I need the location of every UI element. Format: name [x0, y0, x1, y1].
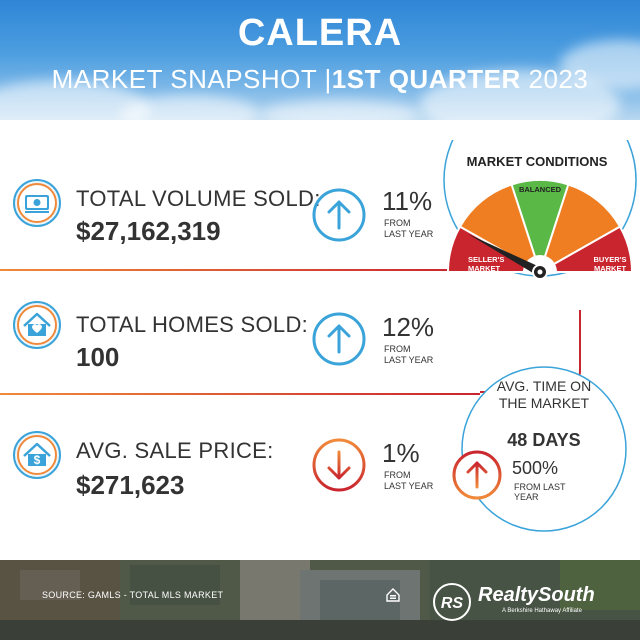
- gauge-sellers-line1: SELLER'S: [468, 255, 504, 264]
- stat-change-note-volume: FROM LAST YEAR: [384, 218, 433, 240]
- footer-brand: RealtySouth: [478, 584, 595, 606]
- city-aerial-image: [0, 560, 640, 640]
- gauge-sellers-line2: MARKET: [468, 264, 500, 273]
- stat-value-volume: $27,162,319: [76, 216, 221, 246]
- header-banner: CALERA MARKET SNAPSHOT |1ST QUARTER 2023: [0, 0, 640, 120]
- stat-change-volume: 11%: [382, 186, 433, 216]
- stat-label-price: AVG. SALE PRICE:: [76, 438, 274, 463]
- arrow-up-icon: [312, 312, 366, 366]
- market-conditions-gauge: SELLER'S MARKET BALANCED BUYER'S MARKET: [443, 140, 637, 280]
- page-title: CALERA: [237, 12, 403, 54]
- stat-change-homes: 12%: [382, 312, 435, 342]
- arrow-down-icon: [312, 438, 366, 492]
- gauge-buyers-line2: MARKET: [594, 264, 626, 273]
- money-icon: [13, 179, 61, 227]
- avg-time-circle: [461, 366, 627, 532]
- arrow-up-icon: [452, 450, 502, 500]
- subtitle-quarter: 1ST QUARTER: [331, 64, 521, 94]
- home-heart-icon: [13, 301, 61, 349]
- avg-time-label: AVG. TIME ON THE MARKET: [474, 378, 614, 412]
- avg-time-line2: THE MARKET: [498, 395, 590, 411]
- divider: [0, 393, 480, 395]
- subtitle-year: 2023: [528, 64, 589, 94]
- home-dollar-icon: $: [13, 431, 61, 479]
- note-line-1: FROM: [384, 470, 411, 480]
- stat-change-price: 1%: [382, 438, 420, 468]
- svg-text:$: $: [34, 453, 41, 467]
- footer-tagline: A Berkshire Hathaway Affiliate: [502, 608, 582, 614]
- note-line-2: YEAR: [514, 492, 539, 502]
- footer-banner: SOURCE: GAMLS - TOTAL MLS MARKET RS Real…: [0, 560, 640, 640]
- page-subtitle: MARKET SNAPSHOT |1ST QUARTER 2023: [0, 64, 640, 95]
- avg-time-days: 48 DAYS: [507, 430, 581, 450]
- subtitle-left: MARKET SNAPSHOT: [51, 64, 317, 94]
- gauge-needle: [468, 234, 542, 276]
- arrow-up-icon: [312, 188, 366, 242]
- note-line-1: FROM: [384, 344, 411, 354]
- avg-time-change: 500%: [512, 458, 559, 478]
- note-line-1: FROM LAST: [514, 482, 566, 492]
- market-conditions-title: MARKET CONDITIONS: [466, 154, 608, 169]
- gauge-balanced: BALANCED: [519, 185, 562, 194]
- equal-housing-icon: [386, 588, 400, 602]
- stat-change-note-price: FROM LAST YEAR: [384, 470, 433, 492]
- divider: [0, 269, 460, 271]
- stat-value-price: $271,623: [76, 470, 185, 500]
- avg-time-line1: AVG. TIME ON: [496, 378, 592, 394]
- avg-time-change-note: FROM LAST YEAR: [514, 482, 566, 502]
- subtitle-separator: |: [324, 64, 332, 94]
- note-line-2: LAST YEAR: [384, 355, 434, 365]
- note-line-2: LAST YEAR: [384, 481, 434, 491]
- realtysouth-logo-icon: RS: [433, 583, 471, 621]
- stat-value-homes: 100: [76, 342, 120, 372]
- stat-label-homes: TOTAL HOMES SOLD:: [76, 312, 309, 337]
- footer-source: SOURCE: GAMLS - TOTAL MLS MARKET: [42, 590, 224, 600]
- note-line-1: FROM: [384, 218, 411, 228]
- stat-change-note-homes: FROM LAST YEAR: [384, 344, 433, 366]
- stat-label-volume: TOTAL VOLUME SOLD:: [76, 186, 321, 211]
- note-line-2: LAST YEAR: [384, 229, 434, 239]
- logo-mark: RS: [441, 595, 464, 612]
- gauge-buyers-line1: BUYER'S: [593, 255, 626, 264]
